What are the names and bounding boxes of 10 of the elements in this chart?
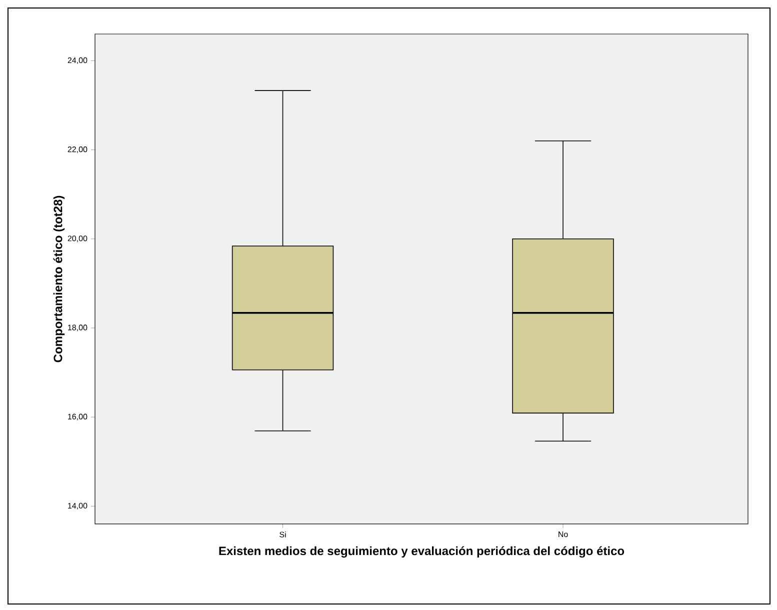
y-tick-label: 18,00 xyxy=(68,324,88,332)
y-tick-label: 20,00 xyxy=(68,236,88,242)
y-tick-label: 22,00 xyxy=(68,146,88,154)
x-axis-title: Existen medios de seguimiento y evaluación periódica del código ético xyxy=(219,546,624,558)
y-tick-label: 14,00 xyxy=(68,502,88,510)
y-tick-label: 16,00 xyxy=(68,414,88,420)
y-tick-label: 24,00 xyxy=(68,57,88,64)
x-tick-label: No xyxy=(558,532,568,538)
y-axis-title: Comportamiento ético (tot28) xyxy=(53,196,65,362)
x-tick-label: Si xyxy=(280,532,286,538)
